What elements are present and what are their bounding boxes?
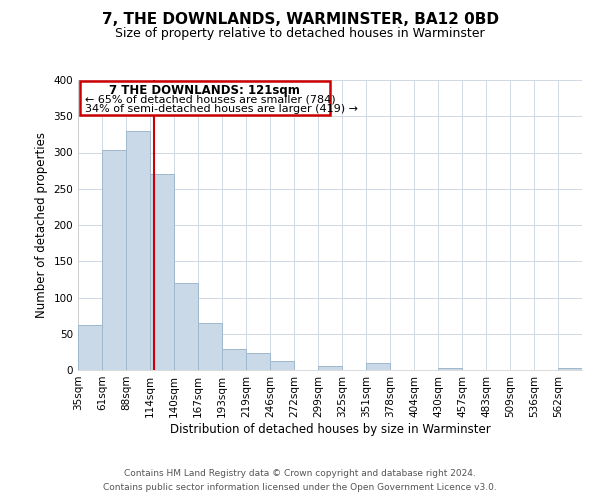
Text: Size of property relative to detached houses in Warminster: Size of property relative to detached ho… bbox=[115, 28, 485, 40]
Bar bbox=[102, 150, 126, 370]
Text: 7 THE DOWNLANDS: 121sqm: 7 THE DOWNLANDS: 121sqm bbox=[109, 84, 300, 98]
Bar bbox=[222, 349, 246, 370]
Text: 34% of semi-detached houses are larger (419) →: 34% of semi-detached houses are larger (… bbox=[85, 104, 358, 114]
Text: ← 65% of detached houses are smaller (784): ← 65% of detached houses are smaller (78… bbox=[85, 94, 336, 104]
Bar bbox=[438, 368, 462, 370]
Bar bbox=[174, 283, 198, 370]
Text: Contains public sector information licensed under the Open Government Licence v3: Contains public sector information licen… bbox=[103, 484, 497, 492]
X-axis label: Distribution of detached houses by size in Warminster: Distribution of detached houses by size … bbox=[170, 422, 490, 436]
Bar bbox=[126, 130, 150, 370]
Y-axis label: Number of detached properties: Number of detached properties bbox=[35, 132, 48, 318]
Bar bbox=[198, 323, 222, 370]
Bar bbox=[150, 174, 174, 370]
Bar bbox=[246, 352, 270, 370]
Bar bbox=[270, 360, 294, 370]
Bar bbox=[80, 80, 329, 115]
Bar bbox=[558, 368, 582, 370]
Text: Contains HM Land Registry data © Crown copyright and database right 2024.: Contains HM Land Registry data © Crown c… bbox=[124, 468, 476, 477]
Bar bbox=[318, 366, 342, 370]
Bar bbox=[366, 363, 390, 370]
Text: 7, THE DOWNLANDS, WARMINSTER, BA12 0BD: 7, THE DOWNLANDS, WARMINSTER, BA12 0BD bbox=[101, 12, 499, 28]
Bar bbox=[78, 325, 102, 370]
